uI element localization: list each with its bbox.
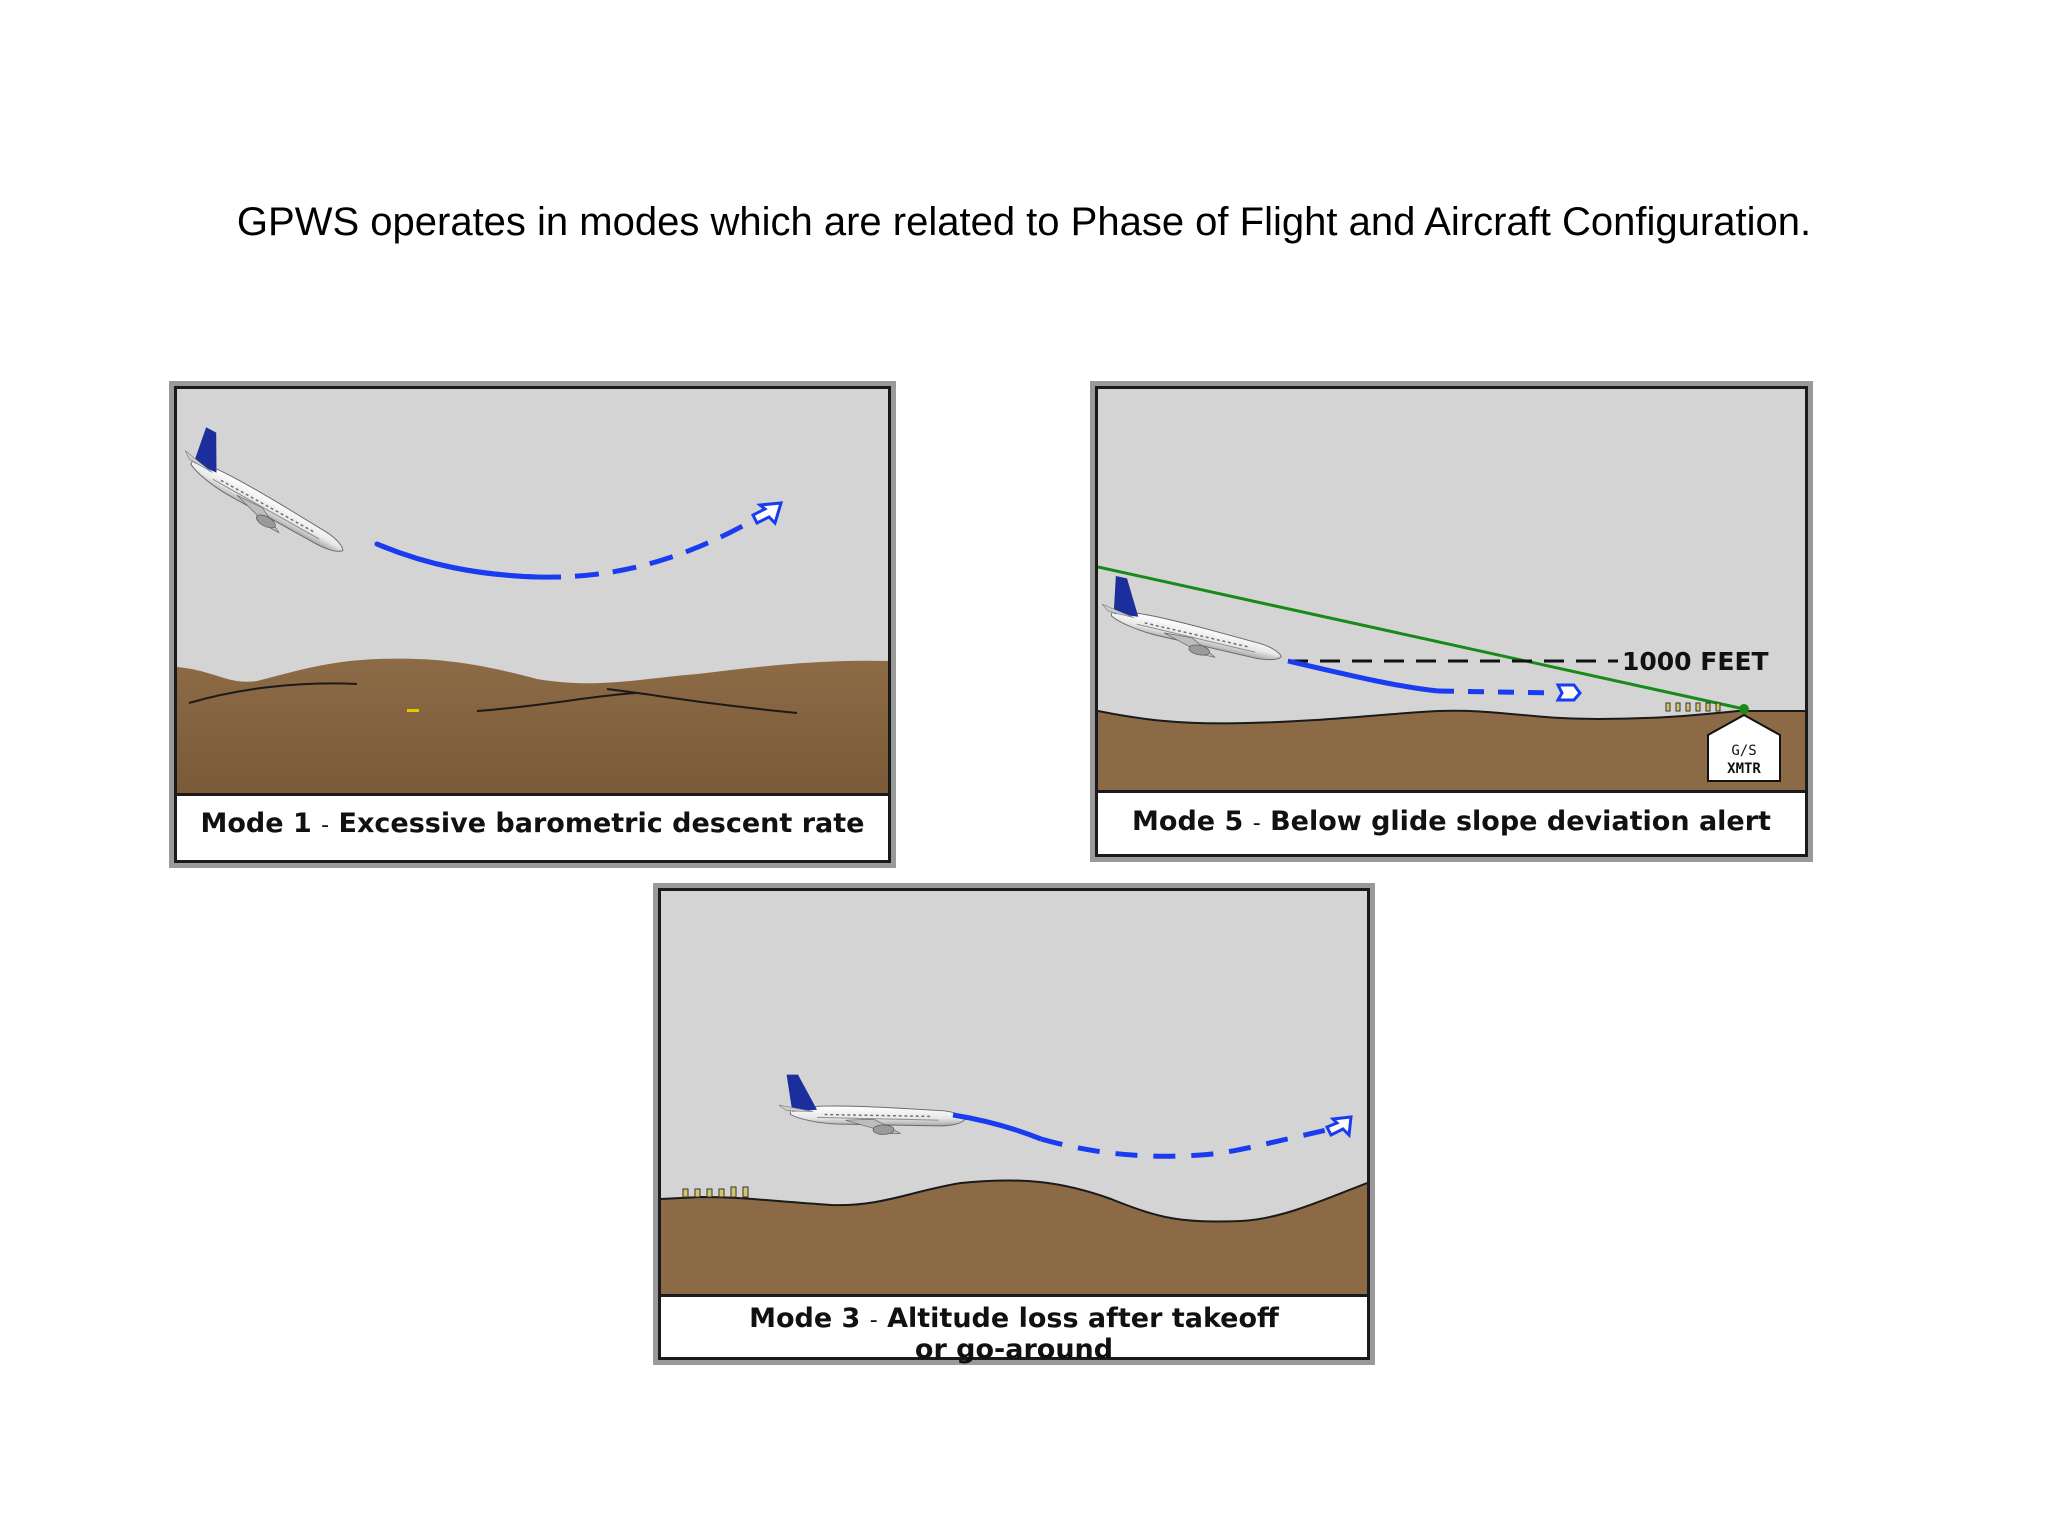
mode5-panel: 1000 FEET G/S XMTR Mode 5 - Below xyxy=(1090,381,1813,862)
mode-label: Mode 3 xyxy=(749,1303,861,1334)
mode3-panel: Mode 3 - Altitude loss after takeoff or … xyxy=(653,883,1375,1365)
mode5-illustration: 1000 FEET G/S XMTR xyxy=(1098,389,1805,793)
mode1-panel: Mode 1 - Excessive barometric descent ra… xyxy=(169,381,896,868)
transmitter-icon: G/S XMTR xyxy=(1707,713,1781,782)
dashed-arrow-icon xyxy=(750,501,784,526)
flight-path xyxy=(1287,658,1439,694)
mode-description: Altitude loss after takeoff xyxy=(887,1303,1279,1334)
mode5-caption: Mode 5 - Below glide slope deviation ale… xyxy=(1098,807,1805,838)
transmitter-label-top: G/S xyxy=(1731,743,1756,759)
page-title: GPWS operates in modes which are related… xyxy=(236,200,1812,244)
flight-path xyxy=(952,1112,1042,1142)
terrain xyxy=(177,658,888,793)
dashed-arrow-icon xyxy=(1555,683,1582,702)
mode-description: Excessive barometric descent rate xyxy=(338,808,865,839)
mode-description-line2: or go-around xyxy=(914,1334,1114,1365)
transmitter-label-bottom: XMTR xyxy=(1727,761,1761,777)
mode-label: Mode 1 xyxy=(200,808,312,839)
mode-description: Below glide slope deviation alert xyxy=(1270,806,1771,837)
runway-lights xyxy=(1665,702,1721,712)
runway-lights xyxy=(682,1186,749,1198)
dashed-arrow-icon xyxy=(1324,1115,1353,1139)
mode1-illustration xyxy=(177,389,888,796)
separator: - xyxy=(321,813,330,838)
mode1-caption: Mode 1 - Excessive barometric descent ra… xyxy=(177,809,888,840)
glide-slope-line xyxy=(1098,565,1745,711)
mode3-caption: Mode 3 - Altitude loss after takeoff or … xyxy=(661,1304,1367,1364)
mode3-illustration xyxy=(661,891,1367,1297)
mode-label: Mode 5 xyxy=(1132,806,1244,837)
terrain xyxy=(661,1180,1367,1294)
terrain xyxy=(1098,710,1805,790)
altitude-label: 1000 FEET xyxy=(1622,647,1769,676)
separator: - xyxy=(869,1308,878,1333)
separator: - xyxy=(1252,811,1261,836)
